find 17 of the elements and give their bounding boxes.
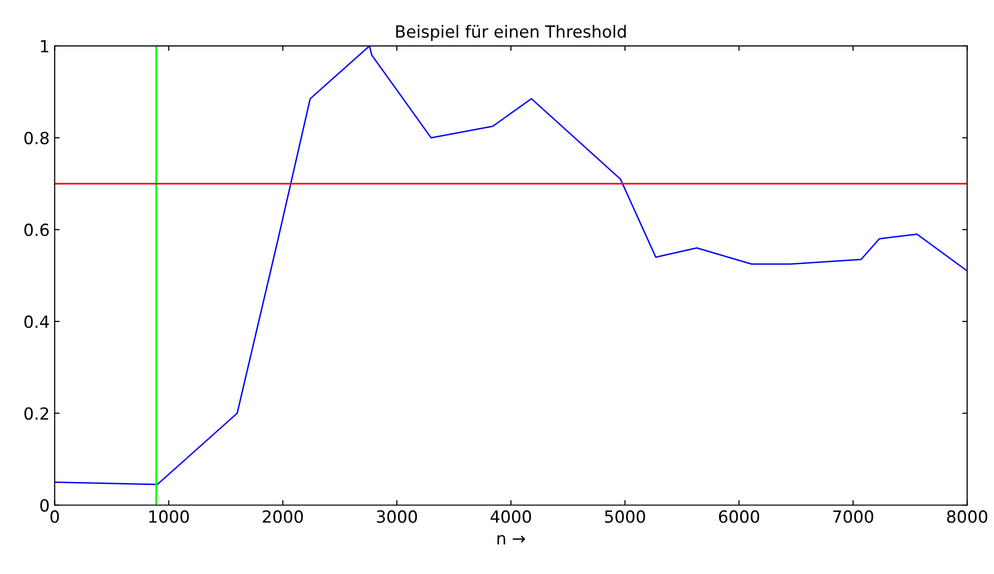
x-tick-label: 4000	[490, 510, 532, 523]
x-tick-label: 6000	[718, 510, 760, 523]
x-tick-label: 8000	[947, 510, 988, 523]
y-tick-label: 0.8	[24, 132, 49, 144]
chart-title: Beispiel für einen Threshold	[396, 24, 626, 42]
x-axis-title: n →	[498, 535, 526, 544]
x-tick-label: 5000	[605, 510, 646, 523]
x-tick-label: 3000	[376, 510, 417, 523]
x-tick-label: 1000	[149, 510, 189, 523]
y-tick-label: 0.2	[24, 407, 48, 420]
x-tick-label: 7000	[833, 510, 874, 523]
y-tick-label: 1	[41, 40, 48, 52]
y-tick-label: 0.4	[24, 315, 49, 328]
y-tick-label: 0.6	[24, 224, 49, 236]
y-tick-label: 0	[40, 499, 49, 512]
x-tick-label: 2000	[262, 510, 303, 523]
x-tick-label: 0	[50, 510, 59, 523]
